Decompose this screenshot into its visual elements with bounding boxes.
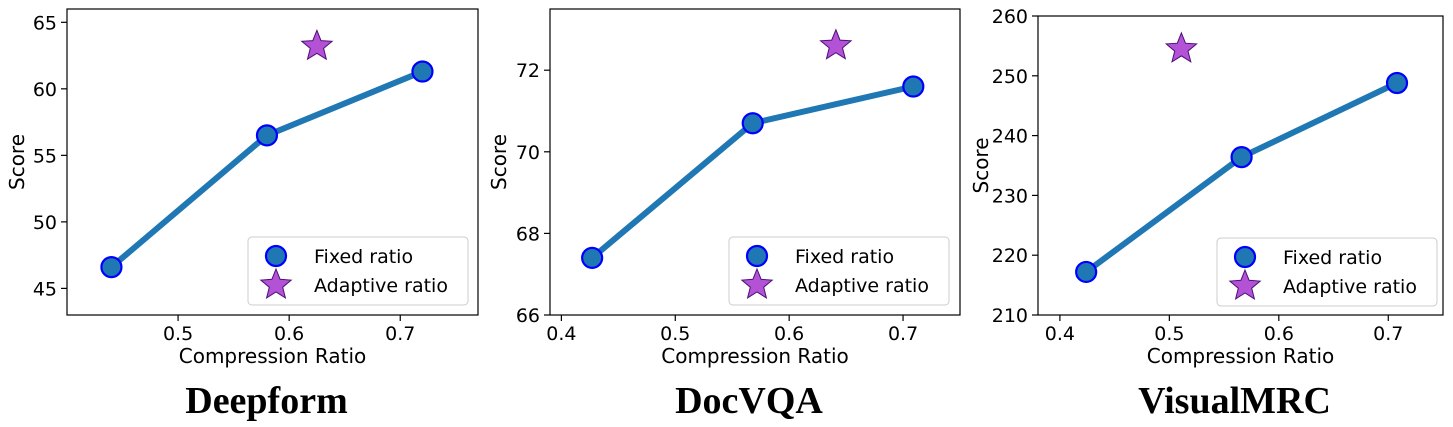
y-tick-label: 68 (516, 223, 540, 245)
fixed-ratio-point (1230, 146, 1253, 169)
legend-star-icon (1228, 268, 1262, 300)
legend-circle-icon (264, 244, 288, 268)
x-tick-label: 0.5 (660, 323, 690, 345)
y-tick-label: 220 (992, 245, 1028, 267)
fixed-ratio-point (255, 124, 279, 147)
fixed-ratio-point (902, 75, 925, 98)
legend-star-icon (259, 267, 293, 299)
y-axis-label: Score (487, 134, 511, 190)
fixed-ratio-point (100, 256, 123, 279)
legend-label-fixed: Fixed ratio (1283, 247, 1382, 269)
x-tick-label: 0.5 (1154, 323, 1184, 345)
plot-frame (549, 8, 961, 316)
legend-box (728, 236, 950, 306)
chart-panel-1: 0.5 0.6 0.7 45 50 55 60 65 Compression Ratio Scor… (5, 8, 479, 422)
y-tick-label: 240 (992, 126, 1028, 148)
legend: Fixed ratio Adaptive ratio (1216, 237, 1438, 307)
x-tick-label: 0.5 (163, 323, 193, 345)
adaptive-ratio-star (819, 28, 853, 60)
x-tick-label: 0.4 (1045, 323, 1075, 345)
fixed-ratio-point (581, 246, 604, 269)
y-tick-label: 50 (33, 212, 57, 234)
y-tick-label: 66 (516, 305, 540, 327)
x-tick-label: 0.4 (546, 323, 576, 345)
legend-box (1216, 237, 1438, 307)
chart-caption: DocVQA (675, 380, 823, 422)
y-tick-label: 260 (992, 6, 1028, 28)
y-tick-label: 210 (992, 305, 1028, 327)
fixed-ratio-point (741, 112, 764, 135)
legend-circle-icon (745, 244, 769, 268)
adaptive-ratio-star (300, 28, 334, 61)
y-tick-label: 70 (516, 142, 540, 164)
x-tick-label: 0.7 (1373, 323, 1403, 345)
x-tick-label: 0.6 (1264, 323, 1294, 345)
x-axis-label: Compression Ratio (661, 344, 848, 368)
plot-frame (1037, 15, 1444, 316)
x-tick-label: 0.7 (888, 323, 918, 345)
y-tick-label: 250 (992, 66, 1028, 88)
legend-circle-icon (1233, 245, 1257, 269)
y-axis-label: Score (969, 137, 993, 193)
chart-caption: VisualMRC (1138, 380, 1331, 422)
x-axis-label: Compression Ratio (1147, 344, 1334, 368)
legend-label-adaptive: Adaptive ratio (314, 275, 448, 297)
fixed-ratio-point (1075, 260, 1098, 284)
y-tick-label: 60 (33, 79, 57, 101)
x-axis-label: Compression Ratio (179, 344, 366, 368)
y-tick-label: 45 (33, 278, 57, 300)
chart-panel-2: 0.4 0.5 0.6 0.7 66 68 70 72 Compression Ratio Sco… (487, 8, 961, 422)
legend-star-icon (740, 267, 774, 299)
chart-caption: Deepform (185, 380, 347, 422)
y-tick-label: 230 (992, 185, 1028, 207)
legend-label-fixed: Fixed ratio (314, 246, 413, 268)
x-tick-label: 0.7 (385, 323, 415, 345)
y-tick-label: 72 (516, 60, 540, 82)
x-tick-label: 0.6 (774, 323, 804, 345)
fixed-ratio-point (411, 60, 434, 83)
y-tick-label: 55 (33, 145, 57, 167)
legend: Fixed ratio Adaptive ratio (728, 236, 950, 306)
chart-panel-3: 0.4 0.5 0.6 0.7 210 220 230 240 250 260 Compressio… (969, 6, 1444, 422)
legend-box (247, 236, 469, 306)
x-tick-label: 0.6 (274, 323, 304, 345)
plot-frame (66, 8, 479, 316)
legend: Fixed ratio Adaptive ratio (247, 236, 469, 306)
y-axis-label: Score (5, 134, 29, 190)
fixed-ratio-point (1385, 71, 1409, 95)
adaptive-ratio-star (1164, 31, 1198, 63)
legend-label-adaptive: Adaptive ratio (1283, 276, 1417, 298)
legend-label-adaptive: Adaptive ratio (795, 275, 929, 297)
y-tick-label: 65 (33, 12, 57, 34)
legend-label-fixed: Fixed ratio (795, 246, 894, 268)
